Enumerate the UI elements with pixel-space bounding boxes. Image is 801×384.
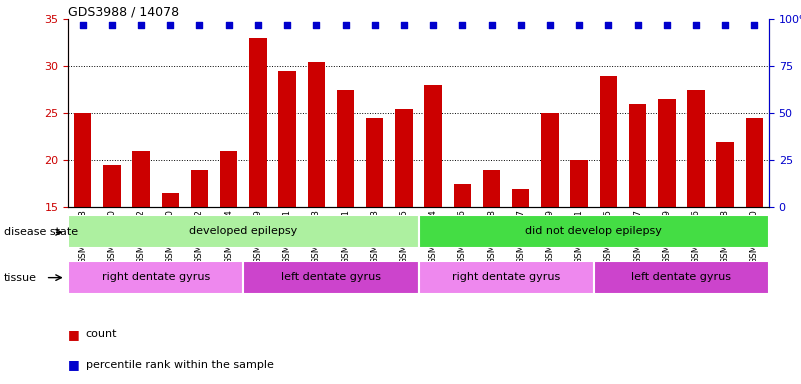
Bar [220,151,237,348]
Bar [418,261,594,294]
Text: left dentate gyrus: left dentate gyrus [631,272,731,283]
Point [252,22,264,28]
Bar [418,215,769,248]
Bar [366,118,384,348]
Text: ■: ■ [68,328,80,341]
Bar [600,76,617,348]
Point [310,22,323,28]
Bar [132,151,150,348]
Text: did not develop epilepsy: did not develop epilepsy [525,226,662,237]
Point [485,22,498,28]
Text: left dentate gyrus: left dentate gyrus [281,272,381,283]
Bar [244,261,418,294]
Point [544,22,557,28]
Bar [453,184,471,348]
Text: developed epilepsy: developed epilepsy [189,226,297,237]
Bar [395,109,413,348]
Point [573,22,586,28]
Bar [425,85,442,348]
Bar [629,104,646,348]
Bar [687,90,705,348]
Point [748,22,761,28]
Bar [308,61,325,348]
Bar [594,261,769,294]
Point [76,22,89,28]
Point [427,22,440,28]
Bar [249,38,267,348]
Bar [336,90,354,348]
Point [135,22,147,28]
Text: GDS3988 / 14078: GDS3988 / 14078 [68,5,179,18]
Point [193,22,206,28]
Bar [279,71,296,348]
Bar [191,170,208,348]
Bar [68,261,244,294]
Point [397,22,410,28]
Point [106,22,119,28]
Bar [162,193,179,348]
Bar [658,99,675,348]
Text: ■: ■ [68,358,80,371]
Bar [74,113,91,348]
Point [718,22,731,28]
Point [164,22,177,28]
Text: right dentate gyrus: right dentate gyrus [452,272,560,283]
Bar [716,142,734,348]
Bar [483,170,501,348]
Text: disease state: disease state [4,227,78,237]
Text: tissue: tissue [4,273,37,283]
Point [660,22,673,28]
Point [514,22,527,28]
Text: percentile rank within the sample: percentile rank within the sample [86,360,274,370]
Point [223,22,235,28]
Point [631,22,644,28]
Bar [512,189,529,348]
Bar [103,165,121,348]
Bar [746,118,763,348]
Bar [570,161,588,348]
Point [602,22,614,28]
Point [368,22,381,28]
Bar [68,215,418,248]
Point [339,22,352,28]
Point [280,22,293,28]
Text: right dentate gyrus: right dentate gyrus [102,272,210,283]
Point [456,22,469,28]
Text: count: count [86,329,117,339]
Point [690,22,702,28]
Bar [541,113,558,348]
